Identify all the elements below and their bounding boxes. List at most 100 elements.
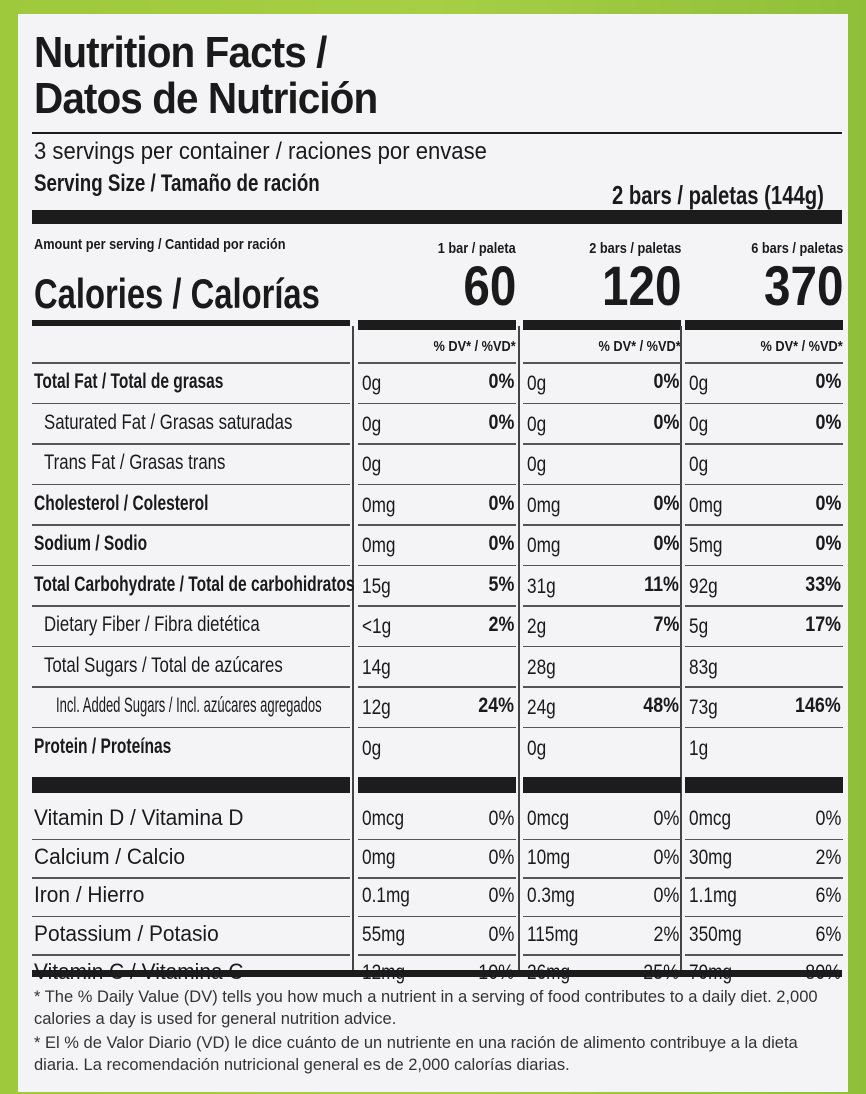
nutrient-amount: 15g — [362, 574, 391, 598]
vitamin-amount: 0mcg — [527, 807, 570, 830]
row-rule — [523, 443, 681, 445]
vitamin-dv: 2% — [815, 845, 841, 869]
nutrient-dv: 33% — [805, 572, 841, 596]
row-rule — [523, 362, 681, 364]
nutrient-amount: <1g — [362, 615, 392, 638]
row-rule — [358, 726, 516, 728]
row-rule — [523, 686, 681, 688]
vitamin-dv: 0% — [488, 884, 514, 907]
vitamin-amount: 350mg — [689, 922, 742, 946]
vitamin-amount: 0.1mg — [362, 884, 410, 907]
nutrient-amount: 2g — [527, 615, 547, 638]
vitamin-amount: 26mg — [527, 961, 571, 984]
vitamin-amount: 0.3mg — [527, 884, 575, 907]
vitamin-dv: 0% — [815, 807, 841, 830]
nutrient-amount: 73g — [689, 696, 718, 719]
nutrient-dv: 0% — [488, 410, 514, 434]
vitamin-name: Iron / Hierro — [34, 882, 145, 907]
nutrient-dv: 24% — [478, 694, 514, 717]
nutrient-amount: 24g — [527, 696, 556, 719]
nutrient-dv: 0% — [488, 491, 514, 515]
vitamin-amount: 0mcg — [362, 807, 405, 830]
row-rule — [32, 402, 350, 404]
column-separator — [352, 326, 354, 970]
vitamin-separator — [685, 777, 843, 793]
vitamin-dv: 80% — [805, 961, 841, 984]
row-rule — [685, 726, 843, 728]
row-rule — [685, 605, 843, 607]
column-header: 2 bars / paletas — [588, 240, 681, 257]
nutrient-dv: 0% — [653, 532, 679, 555]
nutrient-dv: 7% — [653, 613, 679, 636]
nutrient-name: Total Fat / Total de grasas — [34, 370, 224, 393]
row-rule — [358, 645, 516, 647]
column-header: 6 bars / paletas — [750, 240, 843, 257]
row-rule — [685, 362, 843, 364]
nutrient-name: Trans Fat / Grasas trans — [44, 451, 226, 474]
vitamin-separator — [523, 777, 681, 793]
row-rule — [358, 838, 516, 840]
vitamin-dv: 25% — [643, 961, 679, 984]
divider — [32, 132, 842, 134]
nutrient-dv: 0% — [815, 491, 841, 515]
row-rule — [685, 524, 843, 526]
column-header: 1 bar / paleta — [438, 240, 516, 257]
nutrient-amount: 31g — [527, 574, 556, 598]
row-rule — [32, 443, 350, 445]
nutrition-facts-label: Nutrition Facts / Datos de Nutrición 3 s… — [18, 14, 848, 1092]
nutrient-dv: 48% — [643, 694, 679, 717]
row-rule — [358, 605, 516, 607]
row-rule — [685, 686, 843, 688]
row-rule — [523, 524, 681, 526]
row-rule — [32, 838, 350, 840]
nutrient-amount: 0mg — [362, 534, 396, 557]
row-rule — [358, 443, 516, 445]
nutrient-name: Saturated Fat / Grasas saturadas — [44, 410, 293, 434]
vitamin-dv: 0% — [653, 845, 679, 869]
vitamin-dv: 0% — [488, 845, 514, 869]
nutrient-amount: 83g — [689, 655, 718, 679]
vitamin-name: Vitamin C / Vitamina C — [34, 959, 244, 984]
vitamin-name: Potassium / Potasio — [34, 920, 219, 946]
nutrient-name: Cholesterol / Colesterol — [34, 491, 209, 515]
vitamin-amount: 0mg — [362, 845, 396, 869]
nutrient-name: Sodium / Sodio — [34, 532, 148, 555]
row-rule — [32, 877, 350, 879]
nutrient-dv: 2% — [488, 613, 514, 636]
row-rule — [358, 483, 516, 485]
column-calories-rule — [358, 320, 516, 330]
row-rule — [523, 877, 681, 879]
nutrient-dv: 0% — [488, 532, 514, 555]
column-separator — [518, 326, 520, 970]
calories-value: 370 — [763, 254, 843, 317]
row-rule — [523, 483, 681, 485]
row-rule — [523, 605, 681, 607]
vitamin-amount: 55mg — [362, 922, 406, 946]
nutrient-amount: 0g — [689, 372, 709, 395]
nutrient-amount: 0g — [362, 736, 382, 760]
vitamin-dv: 6% — [815, 884, 841, 907]
nutrient-amount: 0mg — [362, 493, 396, 517]
row-rule — [358, 877, 516, 879]
nutrient-name: Total Carbohydrate / Total de carbohidra… — [34, 572, 355, 596]
row-rule — [358, 402, 516, 404]
row-rule — [32, 605, 350, 607]
row-rule — [358, 524, 516, 526]
row-rule — [523, 645, 681, 647]
dv-header: % DV* / %VD* — [760, 338, 843, 355]
row-rule — [32, 362, 350, 364]
nutrient-amount: 5mg — [689, 534, 723, 557]
nutrient-name: Dietary Fiber / Fibra dietética — [44, 613, 260, 636]
nutrient-amount: 0g — [689, 453, 709, 476]
footnote-spanish: * El % de Valor Diario (VD) le dice cuán… — [34, 1034, 798, 1074]
vitamin-separator — [32, 777, 350, 793]
row-rule — [523, 915, 681, 917]
nutrient-amount: 0g — [362, 412, 382, 436]
title-line-1: Nutrition Facts / — [34, 28, 327, 77]
nutrient-dv: 146% — [795, 694, 841, 717]
vitamin-amount: 12mg — [362, 961, 406, 984]
row-rule — [32, 564, 350, 566]
vitamin-dv: 10% — [478, 961, 514, 984]
row-rule — [685, 645, 843, 647]
nutrient-amount: 5g — [689, 615, 709, 638]
